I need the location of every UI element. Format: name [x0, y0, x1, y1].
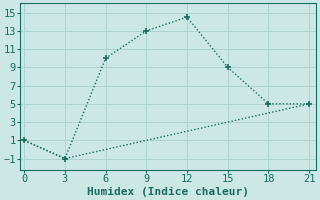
X-axis label: Humidex (Indice chaleur): Humidex (Indice chaleur) — [87, 186, 249, 197]
